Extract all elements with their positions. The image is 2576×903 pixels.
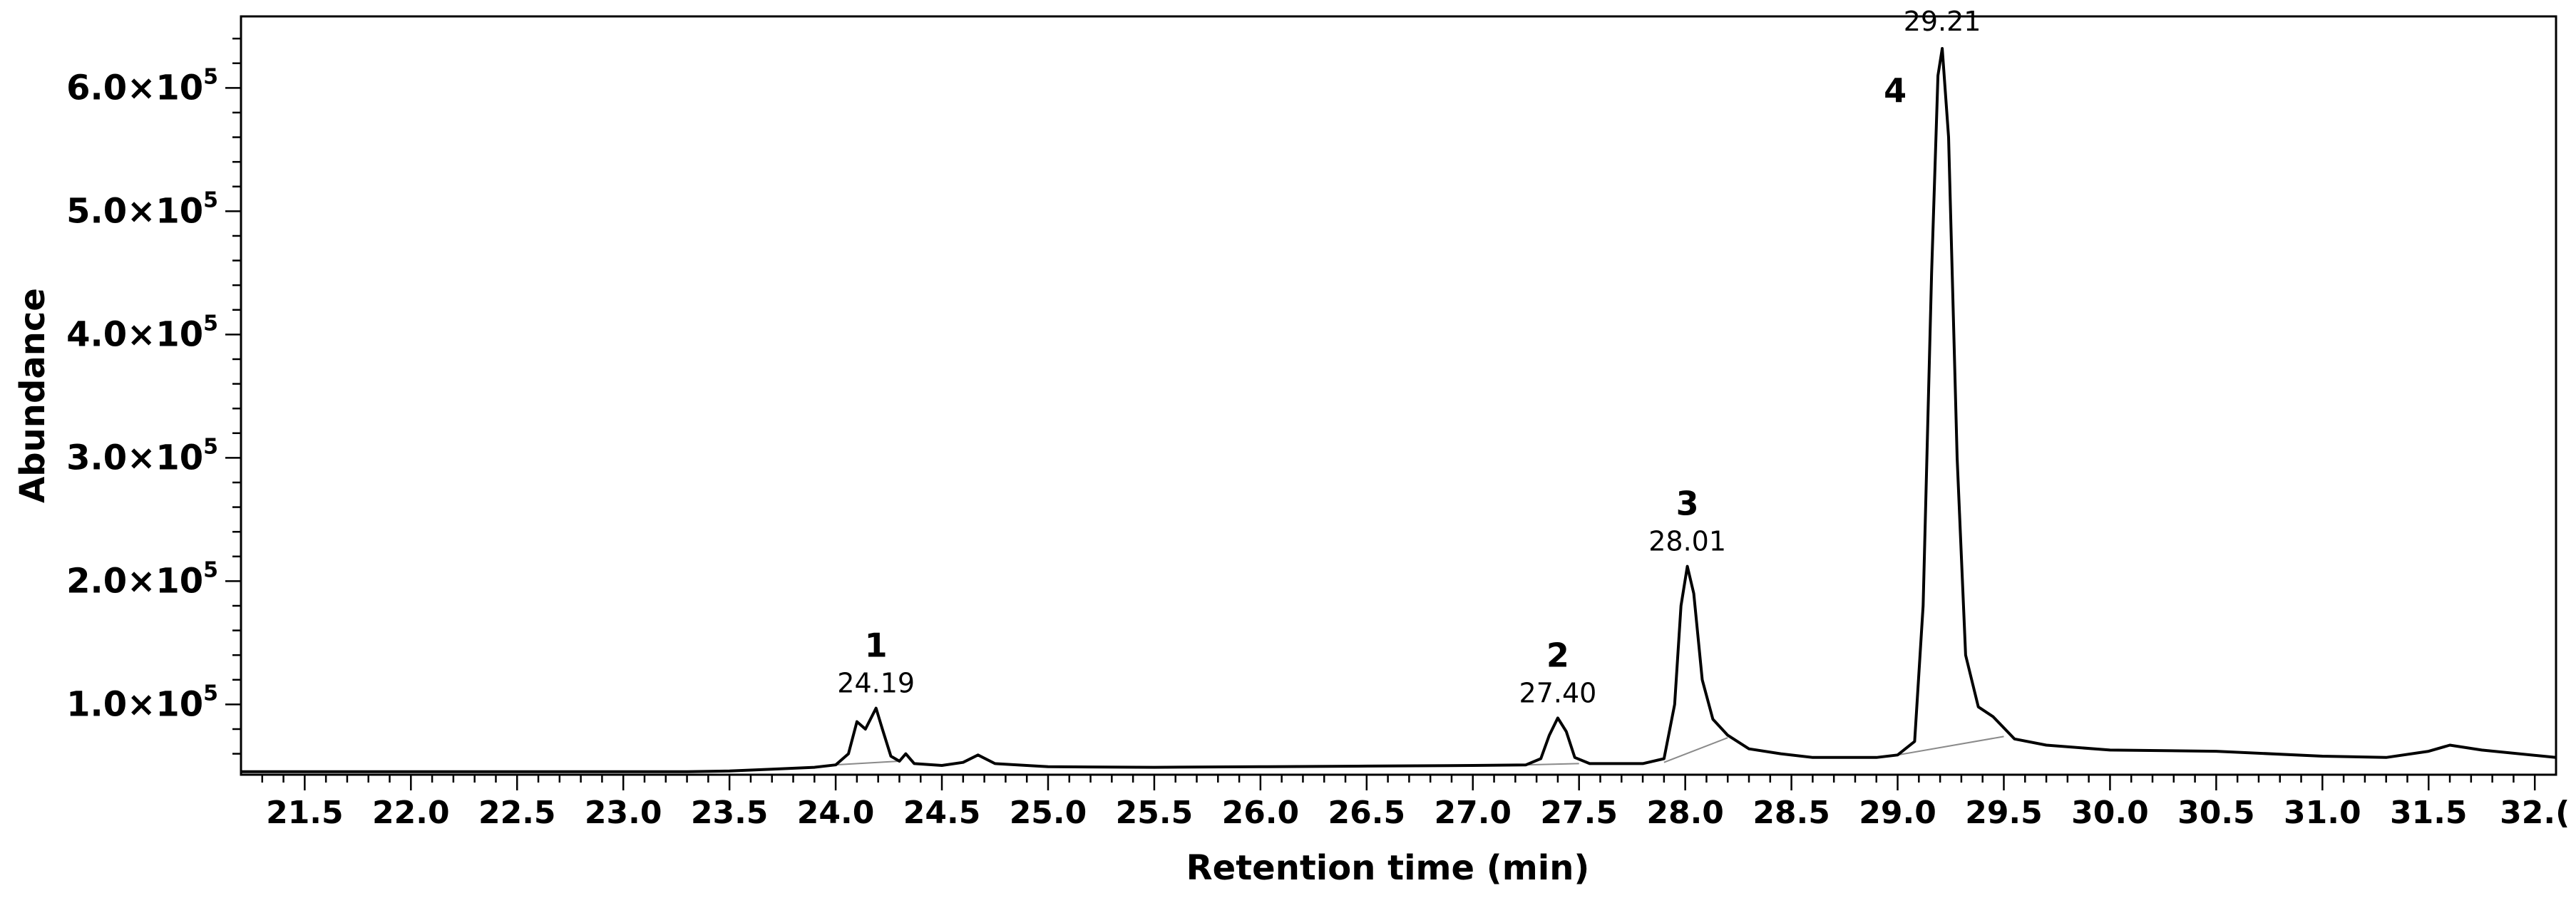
x-tick-label: 22.5: [478, 795, 556, 831]
peak-baseline: [836, 760, 900, 766]
x-tick-label: 24.5: [903, 795, 981, 831]
x-tick-label: 23.5: [691, 795, 769, 831]
x-axis-label: Retention time (min): [1186, 848, 1590, 888]
peak-baseline: [1897, 736, 2004, 756]
y-tick-exponent: 5: [203, 681, 218, 706]
y-tick-label: 3.0×105: [66, 434, 218, 478]
peak-retention-label: 24.19: [837, 668, 915, 699]
y-tick-label: 4.0×105: [66, 311, 218, 354]
peak-number-label: 2: [1546, 636, 1569, 674]
peak-baseline: [1526, 763, 1579, 766]
y-tick-exponent: 5: [203, 557, 218, 582]
x-tick-label: 28.0: [1646, 795, 1724, 831]
x-tick-label: 25.0: [1010, 795, 1087, 831]
y-tick-exponent: 5: [203, 434, 218, 459]
y-tick-label: 6.0×105: [66, 64, 218, 108]
peak-number-label: 1: [865, 626, 888, 665]
x-tick-label: 31.0: [2284, 795, 2361, 831]
y-tick-label: 2.0×105: [66, 557, 218, 601]
x-tick-label: 30.0: [2071, 795, 2149, 831]
x-tick-label: 29.5: [1965, 795, 2043, 831]
y-tick-exponent: 5: [203, 64, 218, 89]
x-tick-label: 27.0: [1434, 795, 1512, 831]
y-axis: 1.0×1052.0×1053.0×1054.0×1055.0×1056.0×1…: [66, 37, 241, 755]
peak-retention-label: 27.40: [1519, 677, 1597, 708]
x-tick-label: 26.0: [1222, 795, 1300, 831]
chromatogram-trace-group: [241, 47, 2557, 773]
x-tick-label: 27.5: [1540, 795, 1618, 831]
x-tick-label: 23.0: [585, 795, 662, 831]
y-tick-mantissa: 1.0×10: [66, 684, 203, 724]
y-tick-mantissa: 3.0×10: [66, 438, 203, 478]
x-tick-label: 21.5: [266, 795, 344, 831]
x-tick-label: 29.0: [1859, 795, 1936, 831]
x-tick-label: 32.(: [2500, 795, 2570, 831]
peak-retention-label: 29.21: [1904, 6, 1981, 37]
y-tick-label: 5.0×105: [66, 187, 218, 231]
x-tick-label: 22.0: [372, 795, 450, 831]
chromatogram-trace: [241, 47, 2557, 773]
y-tick-mantissa: 6.0×10: [66, 68, 203, 108]
peak-retention-label: 28.01: [1648, 526, 1726, 557]
y-tick-exponent: 5: [203, 311, 218, 336]
x-tick-label: 30.5: [2177, 795, 2255, 831]
plot-frame: [240, 15, 2557, 776]
y-tick-label: 1.0×105: [66, 681, 218, 724]
peak-baselines: [836, 736, 2004, 766]
peak-baseline: [1663, 737, 1728, 763]
x-tick-label: 28.5: [1753, 795, 1830, 831]
peak-annotations: 24.191 27.402 28.013 4 29.21: [837, 6, 1981, 708]
y-axis-label: Abundance: [13, 288, 53, 503]
x-axis: 21.5 22.0 22.5 23.0 23.5 24.0 24.5 25.0 25.5 26.0…: [261, 775, 2570, 831]
y-tick-mantissa: 4.0×10: [66, 314, 203, 354]
y-tick-mantissa: 2.0×10: [66, 561, 203, 601]
x-tick-label: 31.5: [2390, 795, 2468, 831]
x-tick-label: 26.5: [1328, 795, 1406, 831]
y-tick-exponent: 5: [203, 187, 218, 212]
x-tick-label: 24.0: [797, 795, 875, 831]
x-tick-label: 25.5: [1116, 795, 1194, 831]
y-tick-mantissa: 5.0×10: [66, 191, 203, 231]
peak-number-label: 3: [1676, 485, 1699, 523]
plot-border: [240, 15, 2557, 776]
peak-number-label: 4: [1884, 71, 1907, 110]
